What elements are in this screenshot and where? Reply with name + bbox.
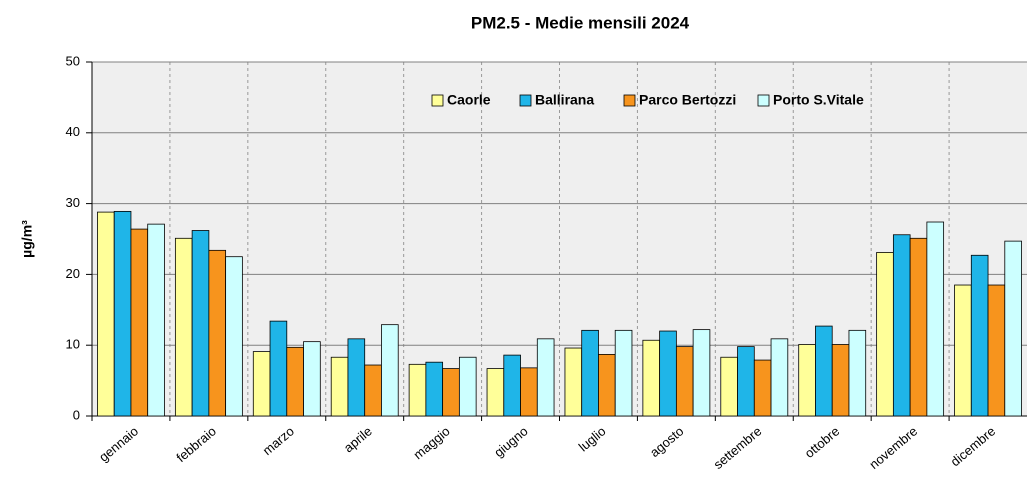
x-tick-label: aprile — [341, 423, 375, 455]
bar — [598, 354, 616, 417]
bar — [737, 346, 755, 417]
legend-swatch — [431, 94, 444, 107]
bar — [720, 356, 738, 417]
bar — [536, 338, 555, 417]
y-axis-label: µg/m³ — [19, 220, 35, 258]
x-tick-label: luglio — [576, 423, 609, 454]
bar — [848, 329, 867, 417]
bar — [503, 354, 521, 417]
bar — [642, 339, 661, 417]
bar — [408, 363, 427, 417]
bar — [330, 356, 349, 417]
bar — [442, 368, 460, 417]
bar — [876, 252, 894, 417]
y-tick-label: 0 — [73, 407, 80, 422]
legend-swatch — [757, 94, 770, 107]
x-tick-label: ottobre — [802, 423, 843, 461]
y-tick-label: 40 — [66, 124, 80, 139]
bar — [753, 359, 772, 417]
legend-label: Ballirana — [535, 92, 594, 108]
bar — [798, 344, 816, 417]
x-tick-label: settembre — [711, 423, 765, 472]
bar — [208, 249, 227, 417]
bar — [130, 228, 149, 417]
legend-swatch — [623, 94, 636, 107]
bar — [347, 338, 366, 417]
bar — [252, 351, 271, 417]
x-tick-label: febbraio — [173, 423, 219, 465]
bar — [970, 254, 989, 417]
bar — [909, 237, 928, 417]
legend-label: Parco Bertozzi — [639, 92, 736, 108]
y-tick-label: 30 — [66, 195, 80, 210]
x-tick-label: dicembre — [948, 423, 999, 469]
x-tick-label: gennaio — [96, 423, 141, 464]
legend-label: Caorle — [447, 92, 491, 108]
x-tick-label: novembre — [866, 423, 920, 472]
x-tick-label: agosto — [647, 423, 687, 460]
x-tick-label: giugno — [491, 423, 531, 460]
bar — [987, 284, 1006, 417]
bar — [364, 364, 382, 417]
bar — [147, 223, 165, 417]
bar — [269, 320, 288, 417]
bar — [486, 368, 505, 417]
bar — [892, 234, 911, 417]
bar — [692, 329, 711, 417]
bar — [564, 347, 583, 417]
bar — [675, 346, 694, 417]
bar — [113, 210, 132, 417]
bar — [614, 329, 633, 417]
bar — [581, 329, 599, 417]
bar — [191, 230, 210, 417]
y-tick-label: 50 — [66, 53, 80, 68]
bar — [303, 341, 321, 417]
x-tick-label: marzo — [260, 423, 297, 458]
y-tick-label: 10 — [66, 337, 80, 352]
bar — [1004, 240, 1022, 417]
bar — [225, 256, 243, 417]
bar — [425, 361, 444, 417]
bar — [659, 330, 677, 417]
bar — [174, 237, 193, 417]
bar — [926, 221, 945, 417]
x-tick-label: maggio — [410, 423, 452, 462]
bar — [286, 346, 304, 417]
legend-swatch — [519, 94, 532, 107]
chart-title: PM2.5 - Medie mensili 2024 — [471, 13, 690, 32]
legend-label: Porto S.Vitale — [773, 92, 864, 108]
bar — [97, 211, 115, 417]
bar — [770, 338, 789, 417]
bar — [831, 344, 850, 417]
bar — [954, 284, 972, 417]
bar — [520, 367, 538, 417]
bar — [458, 356, 477, 417]
bar — [815, 325, 833, 417]
y-tick-label: 20 — [66, 266, 80, 281]
bar — [381, 324, 399, 417]
